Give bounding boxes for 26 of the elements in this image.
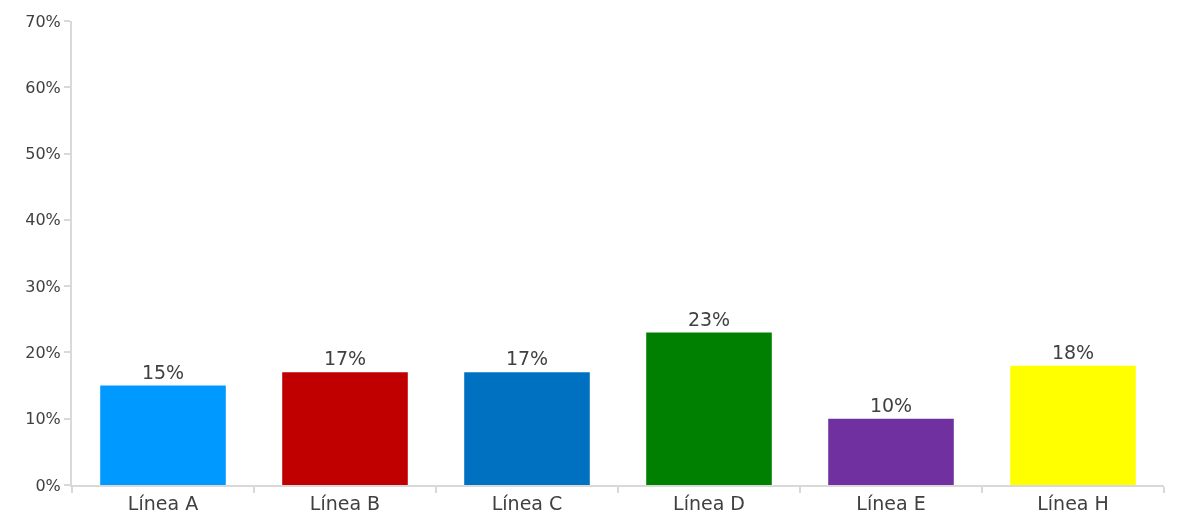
y-tick-label: 50% (25, 144, 61, 164)
y-tick-label: 60% (25, 77, 61, 97)
data-label: 15% (141, 360, 185, 383)
y-tick-label: 30% (25, 276, 61, 296)
data-label: 10% (869, 393, 913, 416)
bar (646, 332, 772, 485)
y-tick-label: 10% (25, 409, 61, 429)
x-tick-label: Línea H (1037, 491, 1109, 514)
bar (828, 418, 954, 485)
y-tick-label: 0% (35, 475, 61, 495)
y-tick-label: 70% (25, 11, 61, 31)
y-tick-label: 20% (25, 343, 61, 363)
y-tick-label: 40% (25, 210, 61, 230)
x-tick-label: Línea D (673, 491, 745, 514)
x-tick-label: Línea C (491, 491, 563, 514)
bar (282, 372, 408, 485)
bar (464, 372, 590, 485)
data-label: 17% (323, 347, 367, 370)
x-tick-label: Línea A (127, 491, 199, 514)
data-label: 17% (505, 347, 549, 370)
x-tick-label: Línea E (856, 491, 926, 514)
data-label: 18% (1051, 340, 1095, 363)
data-label: 23% (687, 307, 731, 330)
bar (1010, 365, 1136, 485)
x-tick-label: Línea B (309, 491, 381, 514)
bar (100, 385, 226, 485)
